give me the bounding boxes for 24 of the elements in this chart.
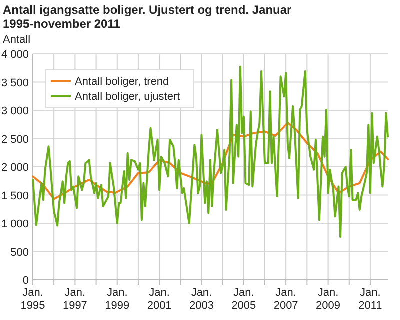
- x-tick-label: Jan. 2005: [232, 287, 256, 312]
- legend-label: Antall boliger, ujustert: [75, 91, 180, 103]
- line-series: [32, 66, 389, 238]
- x-tick-label: Jan. 2003: [189, 287, 214, 312]
- x-tick-label: Jan. 2011: [358, 287, 382, 312]
- y-tick-label: 0: [22, 275, 29, 287]
- y-axis-title: Antall: [3, 34, 31, 46]
- x-tick-label: Jan. 1995: [20, 287, 46, 312]
- legend-label: Antall boliger, trend: [75, 76, 170, 88]
- y-tick-label: 500: [10, 246, 29, 259]
- y-tick-label: 2 000: [1, 162, 29, 174]
- x-tick-label: Jan. 2001: [147, 287, 172, 312]
- x-tick-label: Jan. 2007: [274, 287, 298, 312]
- x-tick-label: Jan. 1999: [105, 287, 130, 312]
- y-tick-label: 4 000: [1, 49, 29, 61]
- y-tick-label: 3 500: [1, 77, 29, 90]
- y-tick-label: 1 000: [1, 218, 29, 230]
- y-tick-label: 1 500: [1, 190, 29, 202]
- x-tick-label: Jan. 2009: [316, 287, 341, 312]
- x-tick-label: Jan. 1997: [62, 287, 88, 312]
- line-series: [32, 122, 389, 200]
- y-tick-label: 3 000: [1, 106, 29, 118]
- y-tick-label: 2 500: [1, 134, 29, 146]
- chart-title: Antall igangsatte boliger. Ujustert og trend. Januar 1995-november 2011: [3, 3, 292, 31]
